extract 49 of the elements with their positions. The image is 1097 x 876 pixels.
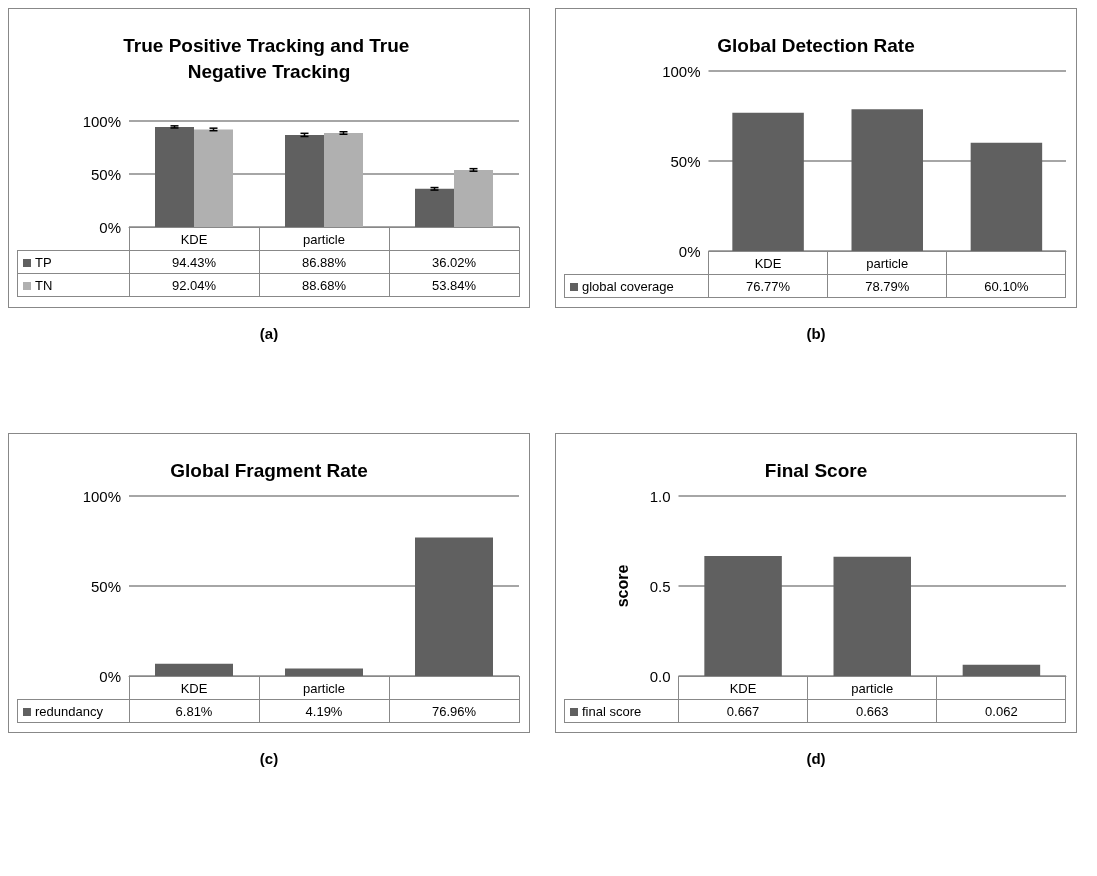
y-axis-title: score [614, 564, 631, 608]
y-tick-label: 100% [82, 112, 121, 130]
x-tick-label: particle [827, 251, 947, 275]
x-tick-label: KDE [708, 251, 828, 275]
y-tick-label: 50% [90, 577, 121, 595]
legend-label: redundancy [17, 699, 129, 723]
y-tick-label: 50% [670, 152, 701, 170]
x-tick-label: particle [807, 676, 937, 700]
data-label: 60.10% [946, 274, 1066, 298]
text: (a) [258, 325, 280, 342]
data-label: 4.19% [259, 699, 389, 723]
data-label: 0.062 [936, 699, 1066, 723]
data-label: 92.04% [129, 273, 259, 297]
y-tick-label: 1.0 [649, 487, 671, 505]
y-tick-label: 0% [678, 242, 701, 260]
data-label: 76.77% [708, 274, 828, 298]
data-label: 88.68% [259, 273, 389, 297]
y-tick-label: 0.5 [649, 577, 671, 595]
chart-title: Global Detection Rate [717, 34, 915, 56]
x-tick-label: particle [259, 676, 389, 700]
data-label: 36.02% [389, 250, 519, 274]
data-label: 78.79% [827, 274, 947, 298]
data-label: 0.667 [678, 699, 808, 723]
y-tick-label: 50% [90, 165, 121, 183]
x-tick-label: KDE [129, 227, 259, 251]
text: (c) [258, 750, 280, 767]
chart-title: Global Fragment Rate [170, 459, 368, 481]
data-label: 94.43% [129, 250, 259, 274]
y-tick-label: 0% [99, 218, 121, 236]
x-tick-label: particle [259, 227, 389, 251]
y-tick-label: 0.0 [649, 667, 671, 685]
data-label: 53.84% [389, 273, 519, 297]
data-label: 0.663 [807, 699, 937, 723]
text: (d) [805, 750, 827, 767]
y-tick-label: 0% [99, 667, 121, 685]
chart-title: True Positive Tracking and True Negative Tracking [123, 34, 415, 82]
x-tick-label: KDE [678, 676, 808, 700]
legend-label: TN [17, 273, 129, 297]
legend-label: global coverage [564, 274, 709, 298]
data-label: 76.96% [389, 699, 519, 723]
legend-label: TP [17, 250, 129, 274]
data-label: 6.81% [129, 699, 259, 723]
data-label: 86.88% [259, 250, 389, 274]
x-tick-label: KDE [129, 676, 259, 700]
y-tick-label: 100% [82, 487, 121, 505]
text: (b) [805, 325, 827, 342]
legend-label: final score [564, 699, 679, 723]
chart-title: Final Score [764, 459, 868, 481]
y-tick-label: 100% [662, 62, 701, 80]
